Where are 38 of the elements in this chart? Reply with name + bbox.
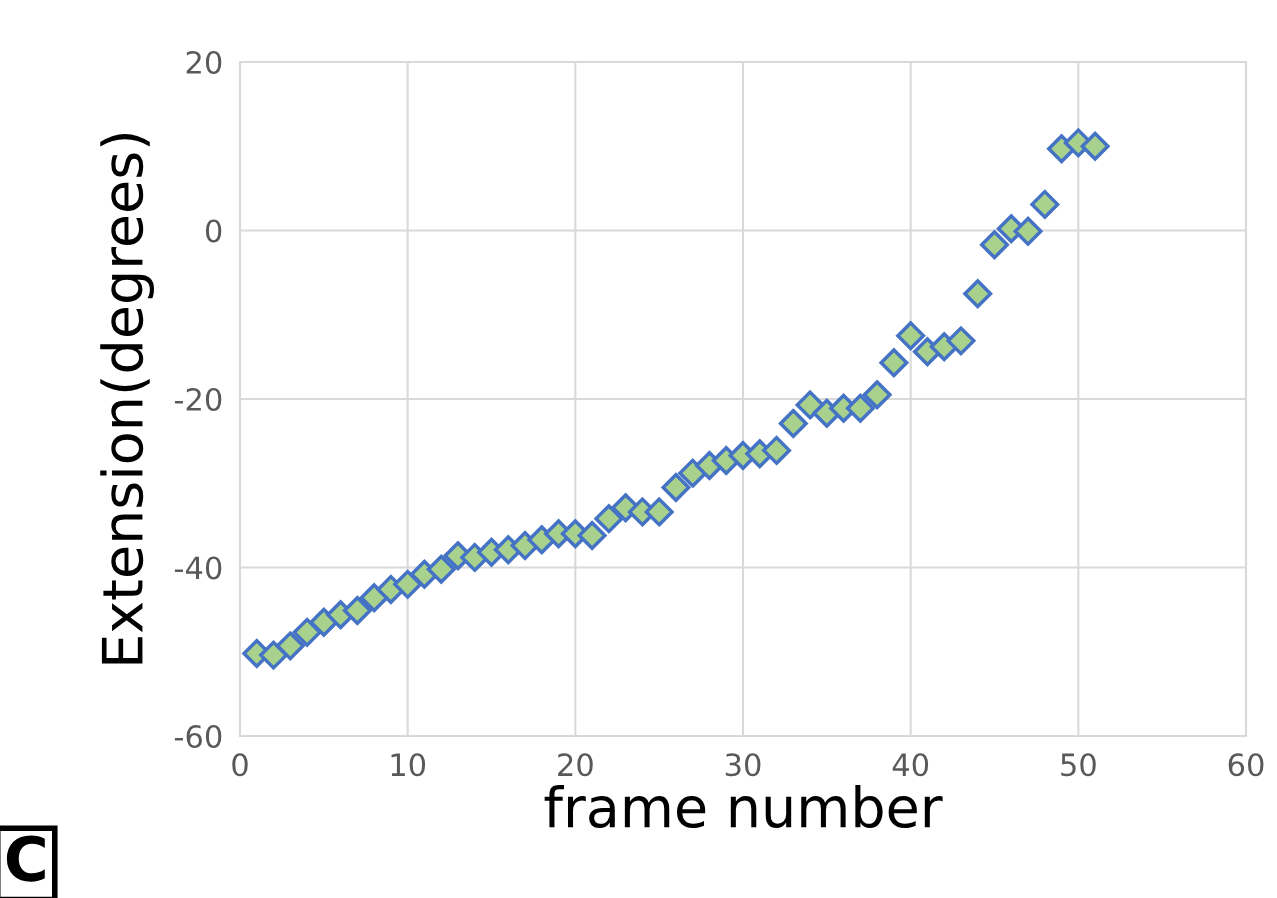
point [979,230,1010,260]
y-axis-title: Extension(degrees) [100,133,154,664]
y-tick-label: 20 [186,50,222,75]
point [661,472,691,502]
y-tick-label: -20 [174,387,222,412]
point [644,497,674,527]
point [342,595,372,625]
x-axis-title: frame number [544,785,943,829]
x-tick-label: 0 [232,753,248,777]
x-tick-label: 60 [1228,753,1264,777]
point [359,583,389,613]
point [275,631,305,661]
point [879,348,909,378]
point [426,554,456,584]
x-tick-label: 30 [725,753,761,777]
point [946,326,976,356]
y-tick-label: -40 [174,556,222,580]
x-tick-label: 20 [558,753,593,777]
y-tick-label: -60 [174,724,222,749]
point [896,321,926,351]
point [393,569,423,599]
point [963,279,993,309]
point [845,393,875,423]
point [594,504,624,534]
x-tick-label: 40 [892,753,929,777]
point [862,380,892,410]
point [1030,189,1060,219]
x-tick-label: 50 [1061,753,1096,777]
point [1080,131,1110,161]
point [577,520,607,550]
point [292,617,322,647]
point [259,640,289,670]
point [778,408,808,438]
text: C [6,835,45,882]
x-tick-label: 10 [391,753,426,777]
point [762,435,792,465]
point [1013,216,1043,246]
y-tick-label: 0 [205,219,222,243]
